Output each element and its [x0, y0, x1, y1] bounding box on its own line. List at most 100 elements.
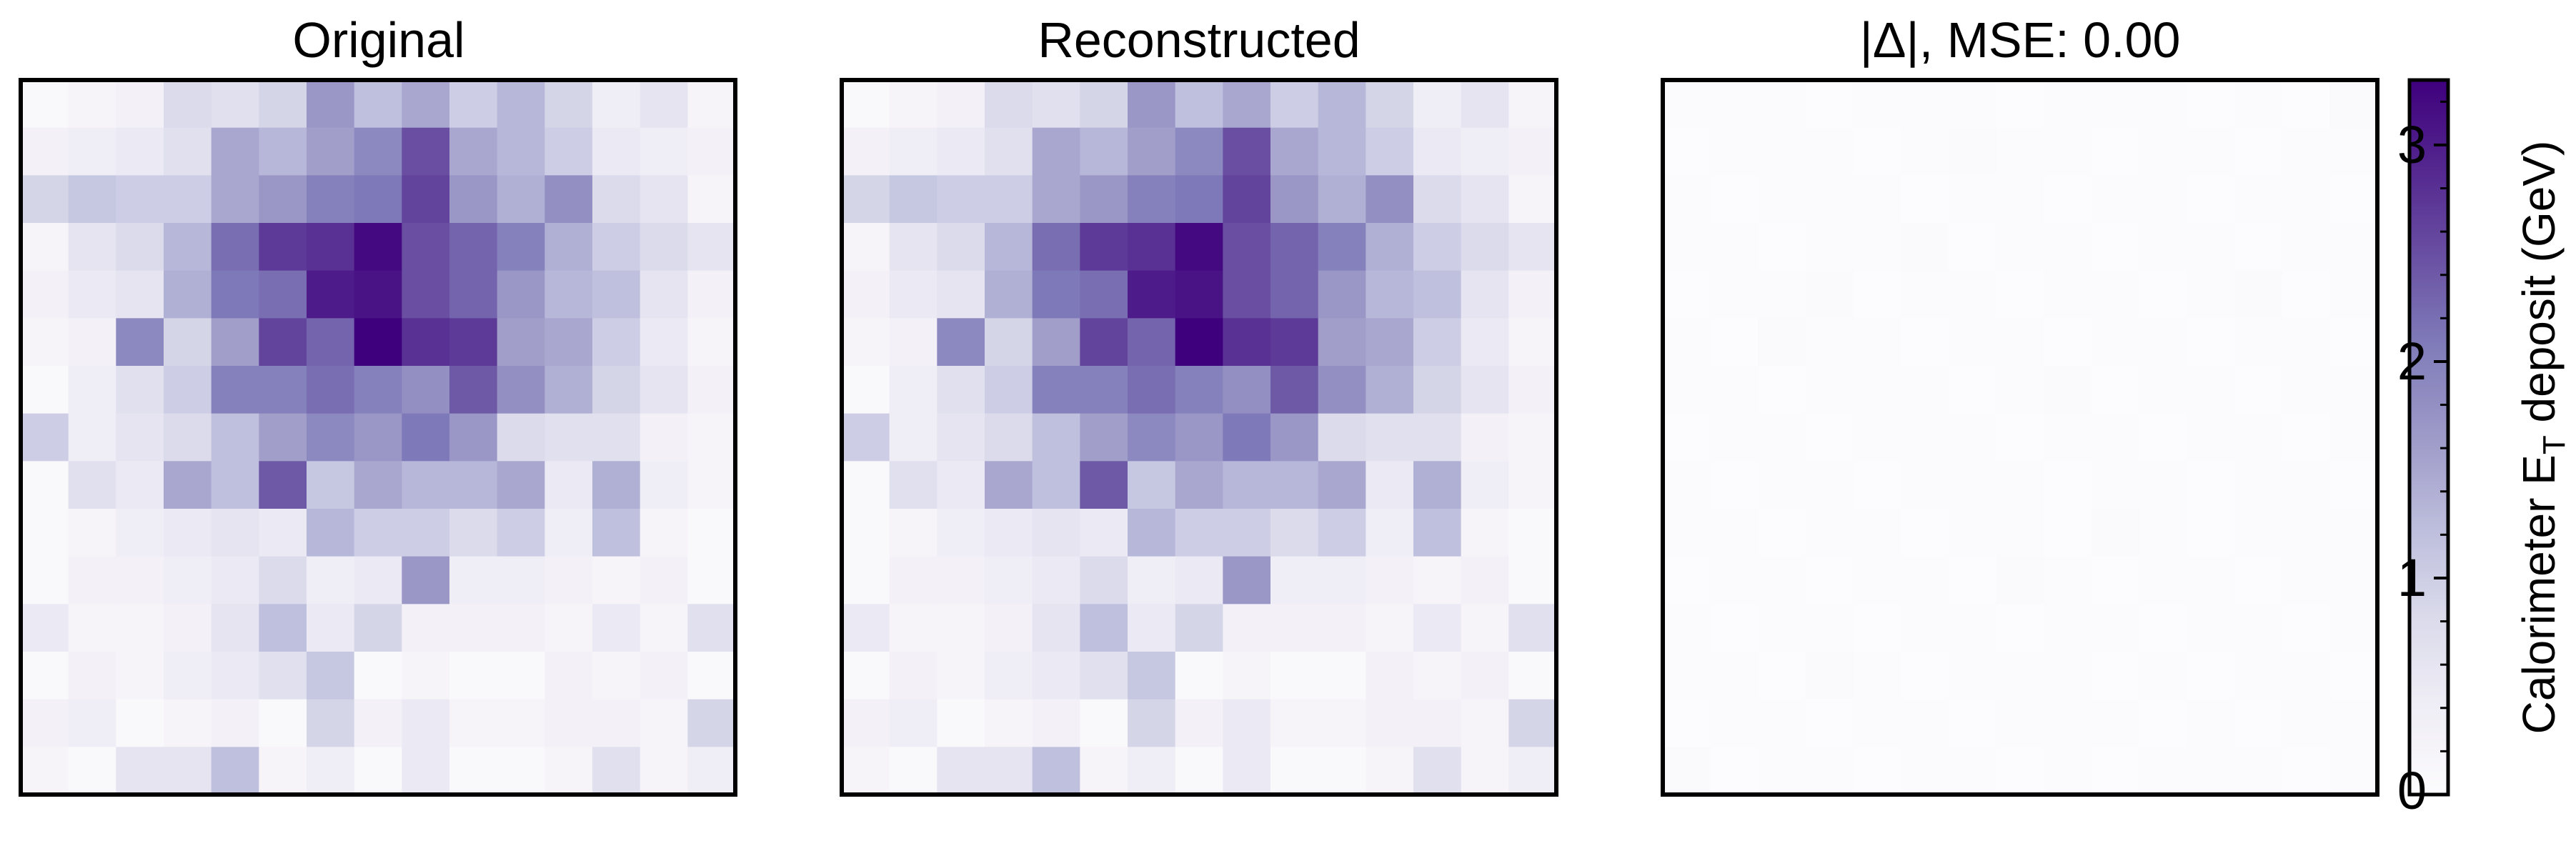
heatmap-cell: [259, 127, 307, 176]
heatmap-cell: [402, 747, 450, 795]
heatmap-cell: [116, 413, 164, 462]
heatmap-cell: [985, 652, 1033, 700]
heatmap-cell: [1461, 699, 1509, 747]
heatmap-cell: [68, 270, 116, 319]
heatmap-cell: [1508, 699, 1557, 747]
heatmap-cell: [1318, 413, 1366, 462]
heatmap-cell: [2329, 270, 2378, 319]
heatmap-cell: [592, 175, 641, 224]
heatmap-cell: [640, 223, 688, 272]
heatmap-cell: [889, 699, 938, 747]
heatmap-cell: [1128, 699, 1176, 747]
heatmap-cell: [449, 556, 498, 604]
heatmap-cell: [1413, 223, 1462, 272]
heatmap-cell: [1080, 556, 1128, 604]
heatmap-cell: [2187, 509, 2235, 557]
heatmap-cell: [2329, 604, 2378, 652]
heatmap-cell: [259, 604, 307, 652]
heatmap-cell: [640, 270, 688, 319]
heatmap-cell: [2044, 652, 2092, 700]
heatmap-cell: [2329, 699, 2378, 747]
heatmap-cell: [1949, 509, 1997, 557]
heatmap-cell: [2139, 223, 2187, 272]
heatmap-cell: [21, 461, 69, 509]
heatmap-cell: [1270, 556, 1319, 604]
heatmap-cell: [985, 80, 1033, 129]
heatmap-cell: [2187, 318, 2235, 367]
heatmap-cell: [2187, 175, 2235, 224]
heatmap-cell: [68, 509, 116, 557]
heatmap-cell: [687, 556, 736, 604]
heatmap-cell: [354, 699, 402, 747]
heatmap-cell: [2187, 747, 2235, 795]
heatmap-cell: [449, 175, 498, 224]
heatmap-cell: [1663, 699, 1711, 747]
heatmap-cell: [116, 175, 164, 224]
heatmap-cell: [354, 509, 402, 557]
heatmap-cell: [497, 509, 545, 557]
heatmap-cell: [889, 747, 938, 795]
heatmap-cell: [68, 127, 116, 176]
heatmap-cell: [544, 556, 593, 604]
heatmap-cell: [354, 127, 402, 176]
heatmap-cell: [1901, 366, 1949, 414]
heatmap-cell: [1853, 747, 1901, 795]
heatmap-cell: [259, 80, 307, 129]
heatmap-cell: [1853, 366, 1901, 414]
heatmap-cell: [1710, 509, 1759, 557]
heatmap-cell: [1949, 270, 1997, 319]
heatmap-cell: [1175, 413, 1223, 462]
heatmap-cell: [1366, 509, 1414, 557]
heatmap-cell: [544, 604, 593, 652]
heatmap-cell: [842, 270, 890, 319]
heatmap-cell: [1270, 223, 1319, 272]
heatmap-cell: [1318, 509, 1366, 557]
heatmap-cell: [937, 175, 985, 224]
heatmap-cell: [1758, 509, 1806, 557]
heatmap-cell: [2044, 461, 2092, 509]
heatmap-cell: [1901, 747, 1949, 795]
heatmap-cell: [544, 652, 593, 700]
heatmap-cell: [1223, 556, 1271, 604]
heatmap-cell: [640, 461, 688, 509]
heatmap-cell: [985, 413, 1033, 462]
heatmap-cell: [1508, 509, 1557, 557]
heatmap-cell: [259, 413, 307, 462]
heatmap-cell: [259, 556, 307, 604]
heatmap-cell: [164, 699, 212, 747]
heatmap-cell: [937, 80, 985, 129]
heatmap-cell: [1949, 652, 1997, 700]
heatmap-cell: [592, 509, 641, 557]
heatmap-cell: [1996, 604, 2044, 652]
heatmap-cell: [2329, 556, 2378, 604]
heatmap-cell: [21, 556, 69, 604]
heatmap-cell: [402, 223, 450, 272]
heatmap-cell: [1366, 366, 1414, 414]
heatmap-cell: [1270, 461, 1319, 509]
heatmap-cell: [21, 509, 69, 557]
heatmap-cell: [402, 366, 450, 414]
heatmap-cell: [116, 318, 164, 367]
heatmap-cell: [2234, 699, 2283, 747]
heatmap-cell: [2187, 366, 2235, 414]
heatmap-cell: [1080, 127, 1128, 176]
heatmap-cell: [21, 223, 69, 272]
heatmap-cell: [1710, 747, 1759, 795]
heatmap-cell: [1270, 413, 1319, 462]
heatmap-cell: [1949, 699, 1997, 747]
heatmap-cell: [307, 366, 355, 414]
heatmap-cell: [2329, 461, 2378, 509]
heatmap-cell: [1080, 461, 1128, 509]
heatmap-cell: [985, 270, 1033, 319]
heatmap-cell: [1901, 652, 1949, 700]
heatmap-cell: [259, 747, 307, 795]
heatmap-cell: [307, 270, 355, 319]
heatmap-cell: [1663, 652, 1711, 700]
heatmap-cell: [2329, 318, 2378, 367]
heatmap-cell: [1853, 556, 1901, 604]
heatmap-cell: [259, 175, 307, 224]
heatmap-cell: [1175, 699, 1223, 747]
heatmap-cell: [1270, 747, 1319, 795]
heatmap-cell: [1996, 556, 2044, 604]
heatmap-cell: [1710, 461, 1759, 509]
